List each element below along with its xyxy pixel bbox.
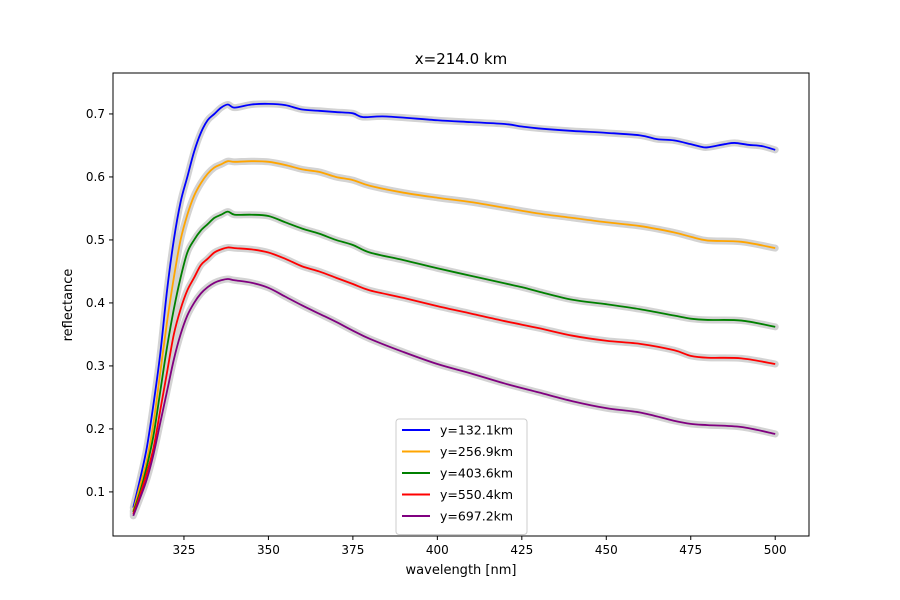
legend-label: y=550.4km: [440, 487, 513, 502]
y-axis-label: reflectance: [61, 269, 76, 342]
legend-label: y=403.6km: [440, 466, 513, 481]
y-axis-ticks: 0.1 0.2 0.3 0.4 0.5 0.6 0.7: [86, 107, 113, 499]
x-tick-label: 325: [172, 543, 195, 557]
y-tick-label: 0.7: [86, 107, 105, 121]
x-tick-label: 350: [257, 543, 280, 557]
legend-box: [395, 418, 528, 535]
x-tick-label: 475: [679, 543, 702, 557]
legend: y=132.1km y=256.9km y=403.6km y=550.4km y=69…: [395, 418, 528, 535]
y-tick-label: 0.2: [86, 422, 105, 436]
series-line-y-132-1km: [132, 102, 776, 508]
x-tick-label: 425: [510, 543, 533, 557]
series-line-y-403-6km: [132, 210, 776, 513]
y-tick-label: 0.4: [86, 296, 105, 310]
series-line-y-550-4km: [132, 246, 776, 515]
x-tick-label: 450: [595, 543, 618, 557]
x-tick-label: 400: [426, 543, 449, 557]
x-axis-ticks: 325 350 375 400 425 450 475 500: [172, 536, 787, 557]
y-tick-label: 0.5: [86, 233, 105, 247]
chart-title: x=214.0 km: [415, 50, 507, 68]
legend-label: y=132.1km: [440, 423, 513, 438]
y-tick-label: 0.6: [86, 170, 105, 184]
x-axis-label: wavelength [nm]: [406, 563, 517, 578]
legend-label: y=697.2km: [440, 509, 513, 524]
legend-label: y=256.9km: [440, 444, 513, 459]
y-tick-label: 0.3: [86, 359, 105, 373]
plot-frame: [112, 72, 810, 537]
x-tick-label: 500: [764, 543, 787, 557]
x-tick-label: 375: [341, 543, 364, 557]
y-tick-label: 0.1: [86, 485, 105, 499]
series-lines: [132, 102, 776, 517]
series-line-y-256-9km: [132, 160, 776, 512]
series-line-y-697-2km: [132, 278, 776, 517]
